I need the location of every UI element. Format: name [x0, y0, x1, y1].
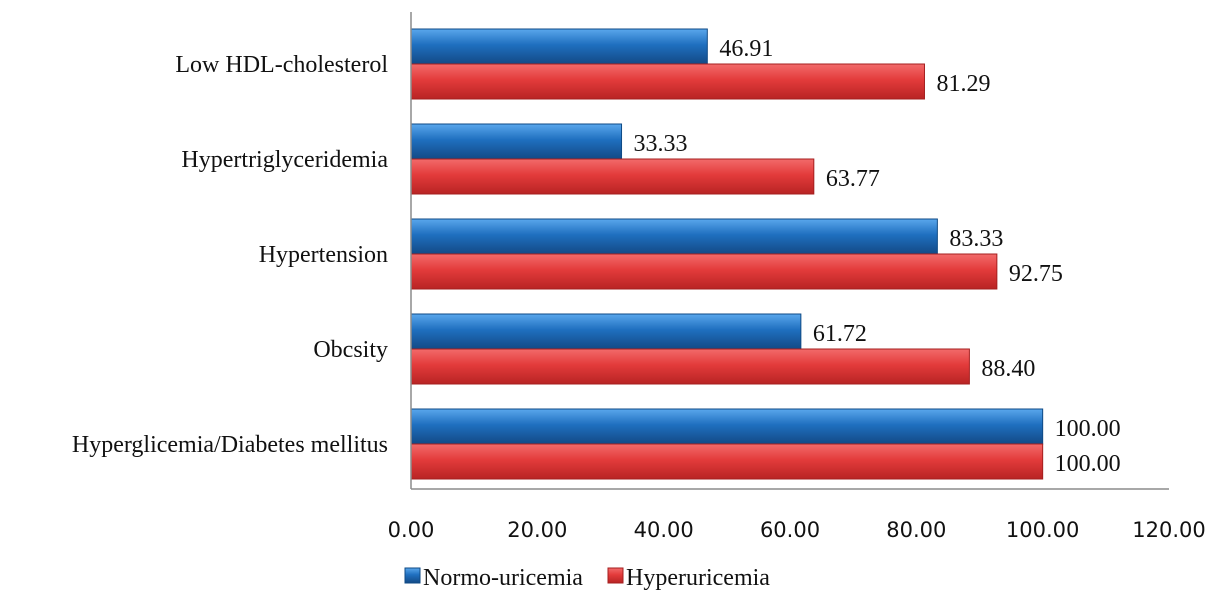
bar-hyperuricemia-4 — [410, 443, 1044, 480]
category-label-0: Low HDL-cholesterol — [175, 52, 388, 78]
x-tick-label-0: 0.00 — [388, 518, 435, 542]
legend-label-hyperuricemia: Hyperuricemia — [626, 565, 770, 591]
value-label-normo-uricemia-2: 83.33 — [949, 226, 1003, 252]
category-label-3: Obcsity — [313, 337, 388, 363]
value-label-normo-uricemia-1: 33.33 — [634, 131, 688, 157]
category-label-2: Hypertension — [259, 242, 388, 268]
value-label-normo-uricemia-0: 46.91 — [719, 36, 773, 62]
value-label-hyperuricemia-0: 81.29 — [936, 71, 990, 97]
x-tick-label-2: 40.00 — [634, 518, 694, 542]
value-label-hyperuricemia-3: 88.40 — [981, 356, 1035, 382]
bar-hyperuricemia-1 — [410, 158, 815, 195]
bar-normo-uricemia-3 — [410, 313, 802, 350]
value-label-hyperuricemia-1: 63.77 — [826, 166, 880, 192]
x-tick-label-4: 80.00 — [886, 518, 946, 542]
legend: Normo-uricemia Hyperuricemia — [404, 565, 770, 591]
category-label-4: Hyperglicemia/Diabetes mellitus — [72, 432, 388, 458]
x-tick-label-6: 120.00 — [1132, 518, 1205, 542]
value-label-hyperuricemia-2: 92.75 — [1009, 261, 1063, 287]
plot-area: 46.91 81.29 Low HDL-cholesterol 33.33 63.77 H… — [72, 12, 1206, 591]
value-label-normo-uricemia-4: 100.00 — [1055, 416, 1121, 442]
bar-hyperuricemia-3 — [410, 348, 970, 385]
legend-label-normo-uricemia: Normo-uricemia — [423, 565, 583, 591]
legend-swatch-hyperuricemia — [607, 567, 624, 584]
bar-hyperuricemia-2 — [410, 253, 998, 290]
bar-normo-uricemia-1 — [410, 123, 623, 160]
value-label-normo-uricemia-3: 61.72 — [813, 321, 867, 347]
x-tick-label-3: 60.00 — [760, 518, 820, 542]
value-label-hyperuricemia-4: 100.00 — [1055, 451, 1121, 477]
bar-normo-uricemia-4 — [410, 408, 1044, 445]
x-tick-label-1: 20.00 — [507, 518, 567, 542]
bar-hyperuricemia-0 — [410, 63, 925, 100]
bar-normo-uricemia-0 — [410, 28, 708, 65]
bar-normo-uricemia-2 — [410, 218, 938, 255]
legend-swatch-normo-uricemia — [404, 567, 421, 584]
x-tick-label-5: 100.00 — [1006, 518, 1079, 542]
category-label-1: Hypertriglyceridemia — [181, 147, 388, 173]
